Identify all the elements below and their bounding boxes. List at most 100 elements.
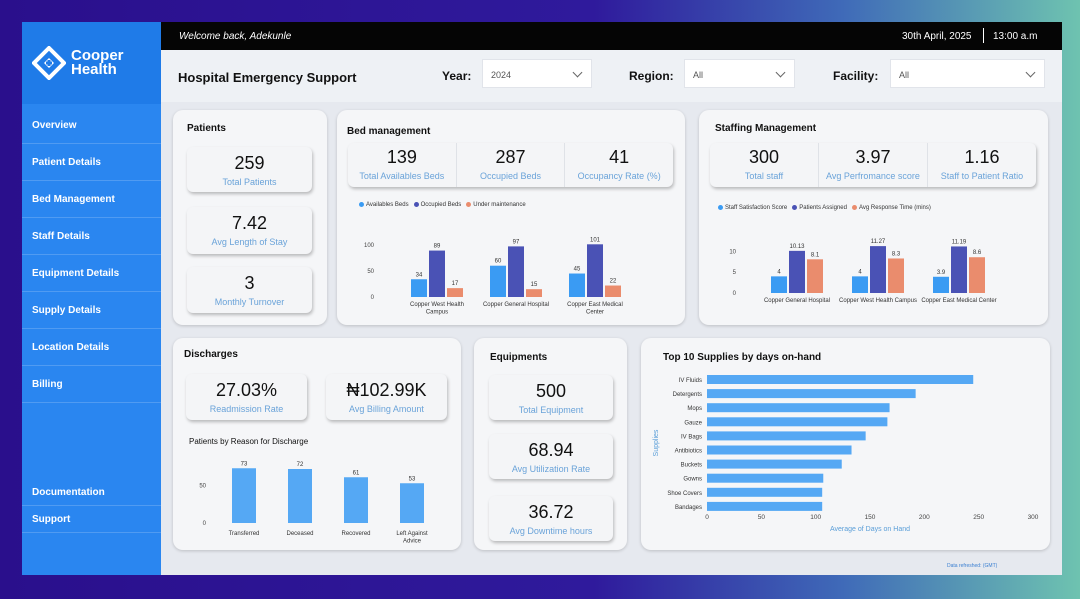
bar[interactable] (526, 289, 542, 297)
x-tick-label: 250 (973, 514, 984, 521)
y-tick-label: 10 (729, 249, 736, 255)
x-axis-label: Average of Days on Hand (830, 526, 910, 533)
bar[interactable] (605, 285, 621, 297)
sidebar-item-equipment-details[interactable]: Equipment Details (22, 255, 161, 292)
legend-item[interactable]: Patients Assigned (792, 205, 847, 211)
data-refresh-note: Data refreshed: (GMT) (947, 563, 998, 569)
bar[interactable] (587, 244, 603, 297)
bar[interactable] (232, 468, 256, 523)
bed-kpi-row: 139 Total Availables Beds 287 Occupied B… (348, 143, 673, 187)
bar[interactable] (707, 389, 916, 399)
bar[interactable] (807, 259, 823, 293)
year-select[interactable]: 2024 (482, 59, 592, 88)
sidebar-item-support[interactable]: Support (22, 506, 161, 533)
data-label: 3.9 (937, 270, 946, 276)
bar[interactable] (951, 246, 967, 293)
bar[interactable] (707, 473, 824, 483)
sidebar-nav: Overview Patient Details Bed Management Sta… (22, 107, 161, 403)
y-axis-label: Supplies (653, 429, 660, 456)
bar[interactable] (344, 477, 368, 523)
kpi-value: 27.03% (215, 380, 278, 400)
category-label: Buckets (681, 463, 702, 469)
category-label: Copper West Health (410, 302, 464, 308)
discharge-chart: 0 50 73 Transferred 72 Deceased 61 Recovered 53 L… (199, 461, 428, 544)
category-label: Copper General Hospital (764, 298, 830, 304)
legend-item[interactable]: Availables Beds (359, 202, 409, 208)
x-tick-label: 150 (865, 514, 876, 521)
bar[interactable] (447, 288, 463, 297)
current-date: 30th April, 2025 (902, 31, 972, 42)
bar[interactable] (707, 417, 888, 427)
legend-item[interactable]: Under maintenance (466, 202, 526, 209)
y-tick-label: 5 (733, 270, 737, 276)
bed-chart: 0 50 100 34 89 17 Copper West Health Campus 60 97… (364, 237, 623, 315)
bar[interactable] (870, 246, 886, 293)
year-label: Year: (442, 69, 472, 83)
kpi-label: Total Availables Beds (359, 171, 445, 181)
sidebar-item-location-details[interactable]: Location Details (22, 329, 161, 366)
facility-value: All (899, 70, 910, 80)
y-tick-label: 100 (364, 243, 375, 249)
kpi-value: 139 (386, 147, 417, 167)
kpi-label: Avg Billing Amount (349, 404, 424, 414)
bar[interactable] (969, 257, 985, 293)
sidebar-item-overview[interactable]: Overview (22, 107, 161, 144)
kpi-label: Monthly Turnover (214, 297, 285, 307)
region-select[interactable]: All (684, 59, 795, 88)
readmission-rate-kpi: 27.03% Readmission Rate (186, 374, 307, 420)
bar[interactable] (771, 276, 787, 293)
kpi-label: Readmission Rate (209, 404, 284, 414)
kpi-label: Avg Length of Stay (211, 237, 288, 247)
filter-bar: Hospital Emergency Support Year: 2024 Re… (161, 50, 1062, 102)
data-label: 73 (241, 461, 248, 467)
facility-select[interactable]: All (890, 59, 1045, 88)
bar[interactable] (888, 258, 904, 293)
bar[interactable] (933, 276, 949, 293)
dashboard-frame: Cooper Health Overview Patient Details Bed… (22, 22, 1062, 575)
supplies-card: Top 10 Supplies by days on-hand IV Fluid… (641, 338, 1050, 550)
bar[interactable] (508, 246, 524, 297)
sidebar-item-patient-details[interactable]: Patient Details (22, 144, 161, 181)
bar[interactable] (707, 487, 823, 497)
bar[interactable] (288, 469, 312, 523)
bar[interactable] (429, 250, 445, 297)
bar[interactable] (400, 483, 424, 523)
sidebar-item-staff-details[interactable]: Staff Details (22, 218, 161, 255)
data-label: 17 (452, 281, 459, 287)
sidebar-item-documentation[interactable]: Documentation (22, 479, 161, 506)
legend-dot-icon (466, 202, 472, 207)
sidebar-item-bed-management[interactable]: Bed Management (22, 181, 161, 218)
bar[interactable] (789, 250, 805, 293)
legend-item[interactable]: Occupied Beds (413, 202, 461, 208)
bar[interactable] (490, 265, 506, 297)
legend-dot-icon (359, 202, 364, 207)
bar[interactable] (852, 276, 868, 293)
legend-item[interactable]: Staff Satisfaction Score (718, 205, 787, 211)
category-label: Recovered (341, 531, 370, 537)
data-label: 89 (434, 244, 441, 250)
legend-item[interactable]: Avg Response Time (mins) (851, 205, 931, 211)
category-label: Detergents (673, 392, 702, 398)
legend-label: Under maintenance (473, 202, 526, 209)
bar[interactable] (707, 403, 890, 413)
data-label: 10.13 (789, 244, 805, 250)
bar[interactable] (707, 375, 974, 384)
data-label: 11.27 (871, 239, 886, 245)
data-label: 15 (531, 282, 538, 288)
category-label: IV Bags (681, 434, 702, 440)
bar[interactable] (569, 273, 585, 297)
bar[interactable] (411, 279, 427, 297)
sidebar-item-supply-details[interactable]: Supply Details (22, 292, 161, 329)
bar[interactable] (707, 501, 823, 511)
brand-line2: Health (71, 61, 117, 78)
sidebar-item-billing[interactable]: Billing (22, 366, 161, 403)
monthly-turnover-kpi: 3 Monthly Turnover (187, 267, 312, 313)
staff-chart: 0 5 10 4 10.13 8.1 Copper General Hospital 4 11.… (729, 239, 996, 304)
bar[interactable] (707, 459, 842, 469)
staff-kpi-row: 300 Total staff 3.97 Avg Perfromance sco… (710, 143, 1036, 187)
brand-logo[interactable]: Cooper Health (22, 22, 161, 104)
bar[interactable] (707, 445, 852, 455)
bar[interactable] (707, 431, 866, 441)
supply-chart: IV Fluids Detergents Mops Gauze IV Bags Antib… (653, 375, 1039, 533)
staffing-title: Staffing Management (715, 123, 817, 134)
